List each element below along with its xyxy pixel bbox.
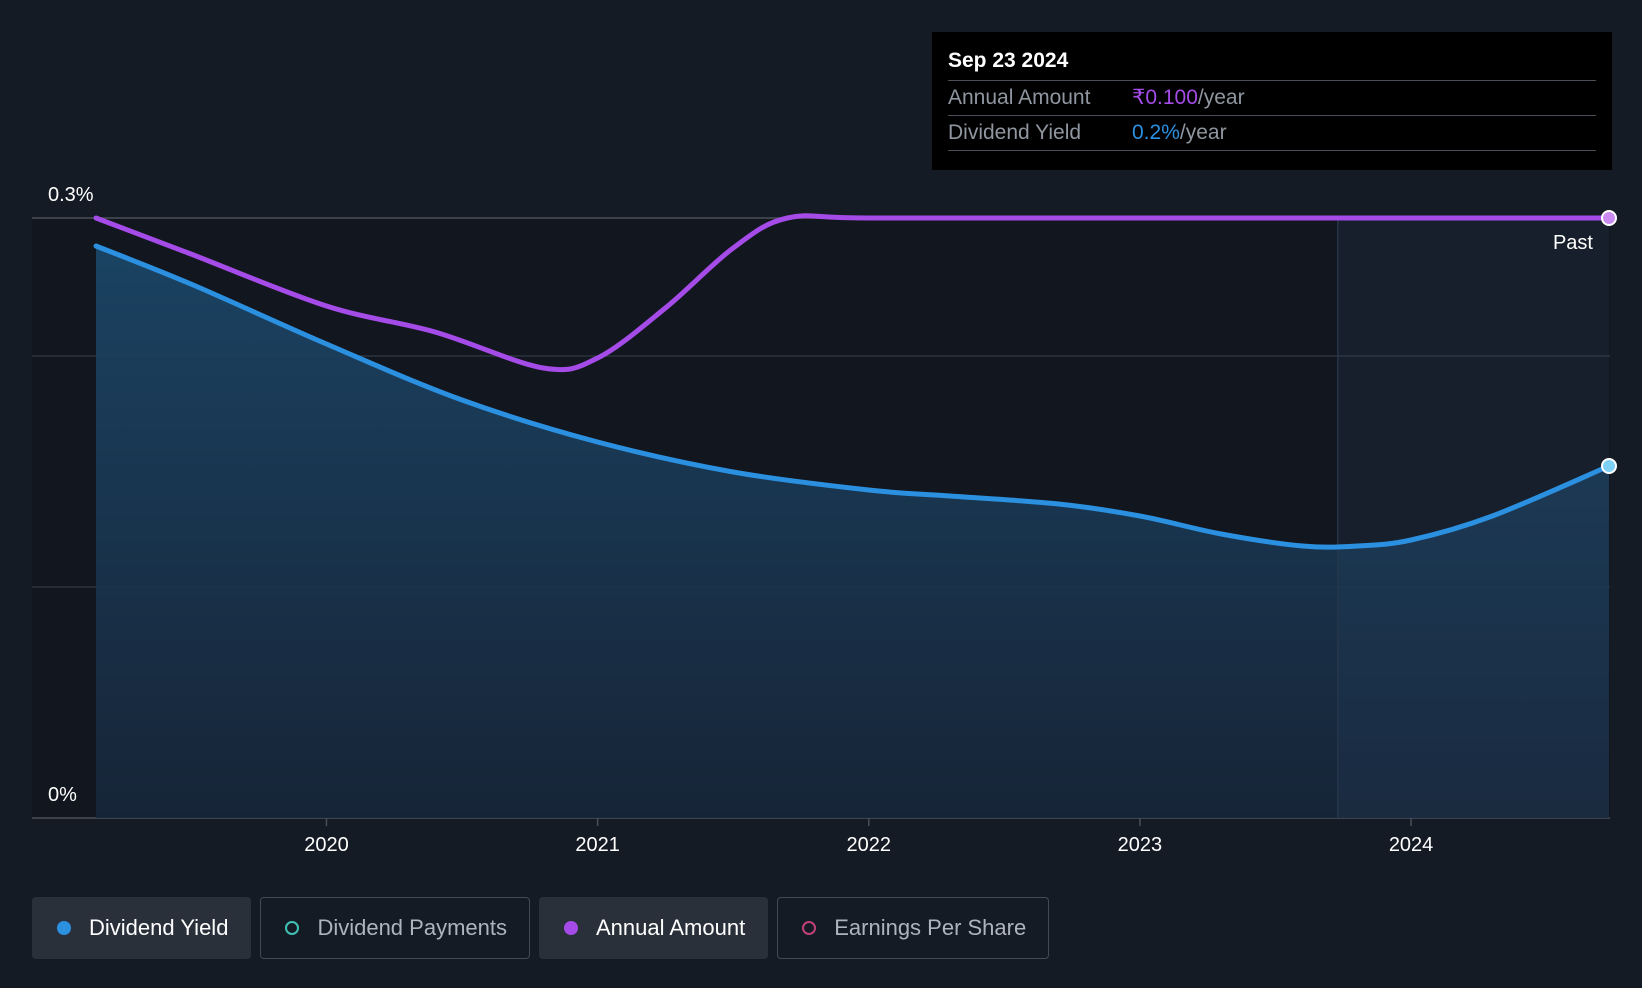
tooltip-label: Annual Amount (948, 86, 1091, 109)
tooltip-label: Dividend Yield (948, 121, 1082, 144)
tooltip-unit: /year (1179, 121, 1227, 144)
dividend-yield-line (93, 243, 1612, 550)
chart-legend: Dividend Yield Dividend Payments Annual … (32, 897, 1050, 959)
chart-tooltip: Sep 23 2024 Annual Amount ₹0.100 /year D… (932, 32, 1612, 170)
annual-amount-end-point (1601, 210, 1617, 226)
x-tick-label: 2022 (847, 834, 892, 856)
legend-label: Annual Amount (595, 915, 746, 940)
tooltip-row-dividend-yield: Dividend Yield 0.2% /year (948, 115, 1596, 151)
tooltip-unit: /year (1197, 86, 1245, 109)
tooltip-value: ₹0.100 (1132, 86, 1198, 109)
legend-dot-icon (57, 921, 71, 935)
dividend-yield-end-point (1601, 458, 1617, 474)
tooltip-row-annual-amount: Annual Amount ₹0.100 /year (948, 80, 1596, 115)
legend-label: Dividend Yield (89, 915, 229, 940)
legend-label: Dividend Payments (317, 915, 507, 940)
x-tick-label: 2021 (575, 834, 620, 856)
tooltip-value: 0.2% (1132, 121, 1180, 144)
legend-annual-amount[interactable]: Annual Amount (538, 897, 769, 959)
past-label: Past (1553, 232, 1593, 254)
legend-label: Earnings Per Share (834, 915, 1027, 940)
dividend-yield-area (96, 246, 1609, 818)
tooltip-date: Sep 23 2024 (948, 49, 1069, 72)
legend-dividend-payments[interactable]: Dividend Payments (260, 897, 530, 959)
legend-dividend-yield[interactable]: Dividend Yield (32, 897, 252, 959)
y-tick-label: 0% (48, 784, 77, 806)
y-tick-label: 0.3% (48, 184, 94, 206)
legend-dot-icon (563, 921, 578, 935)
x-tick-label: 2023 (1118, 834, 1163, 856)
legend-earnings-per-share[interactable]: Earnings Per Share (777, 897, 1050, 959)
annual-amount-line (93, 213, 1612, 373)
legend-dot-icon (285, 921, 300, 935)
past-region (1337, 218, 1609, 818)
x-tick-label: 2020 (304, 834, 349, 856)
x-tick-label: 2024 (1389, 834, 1434, 856)
legend-dot-icon (802, 921, 817, 935)
